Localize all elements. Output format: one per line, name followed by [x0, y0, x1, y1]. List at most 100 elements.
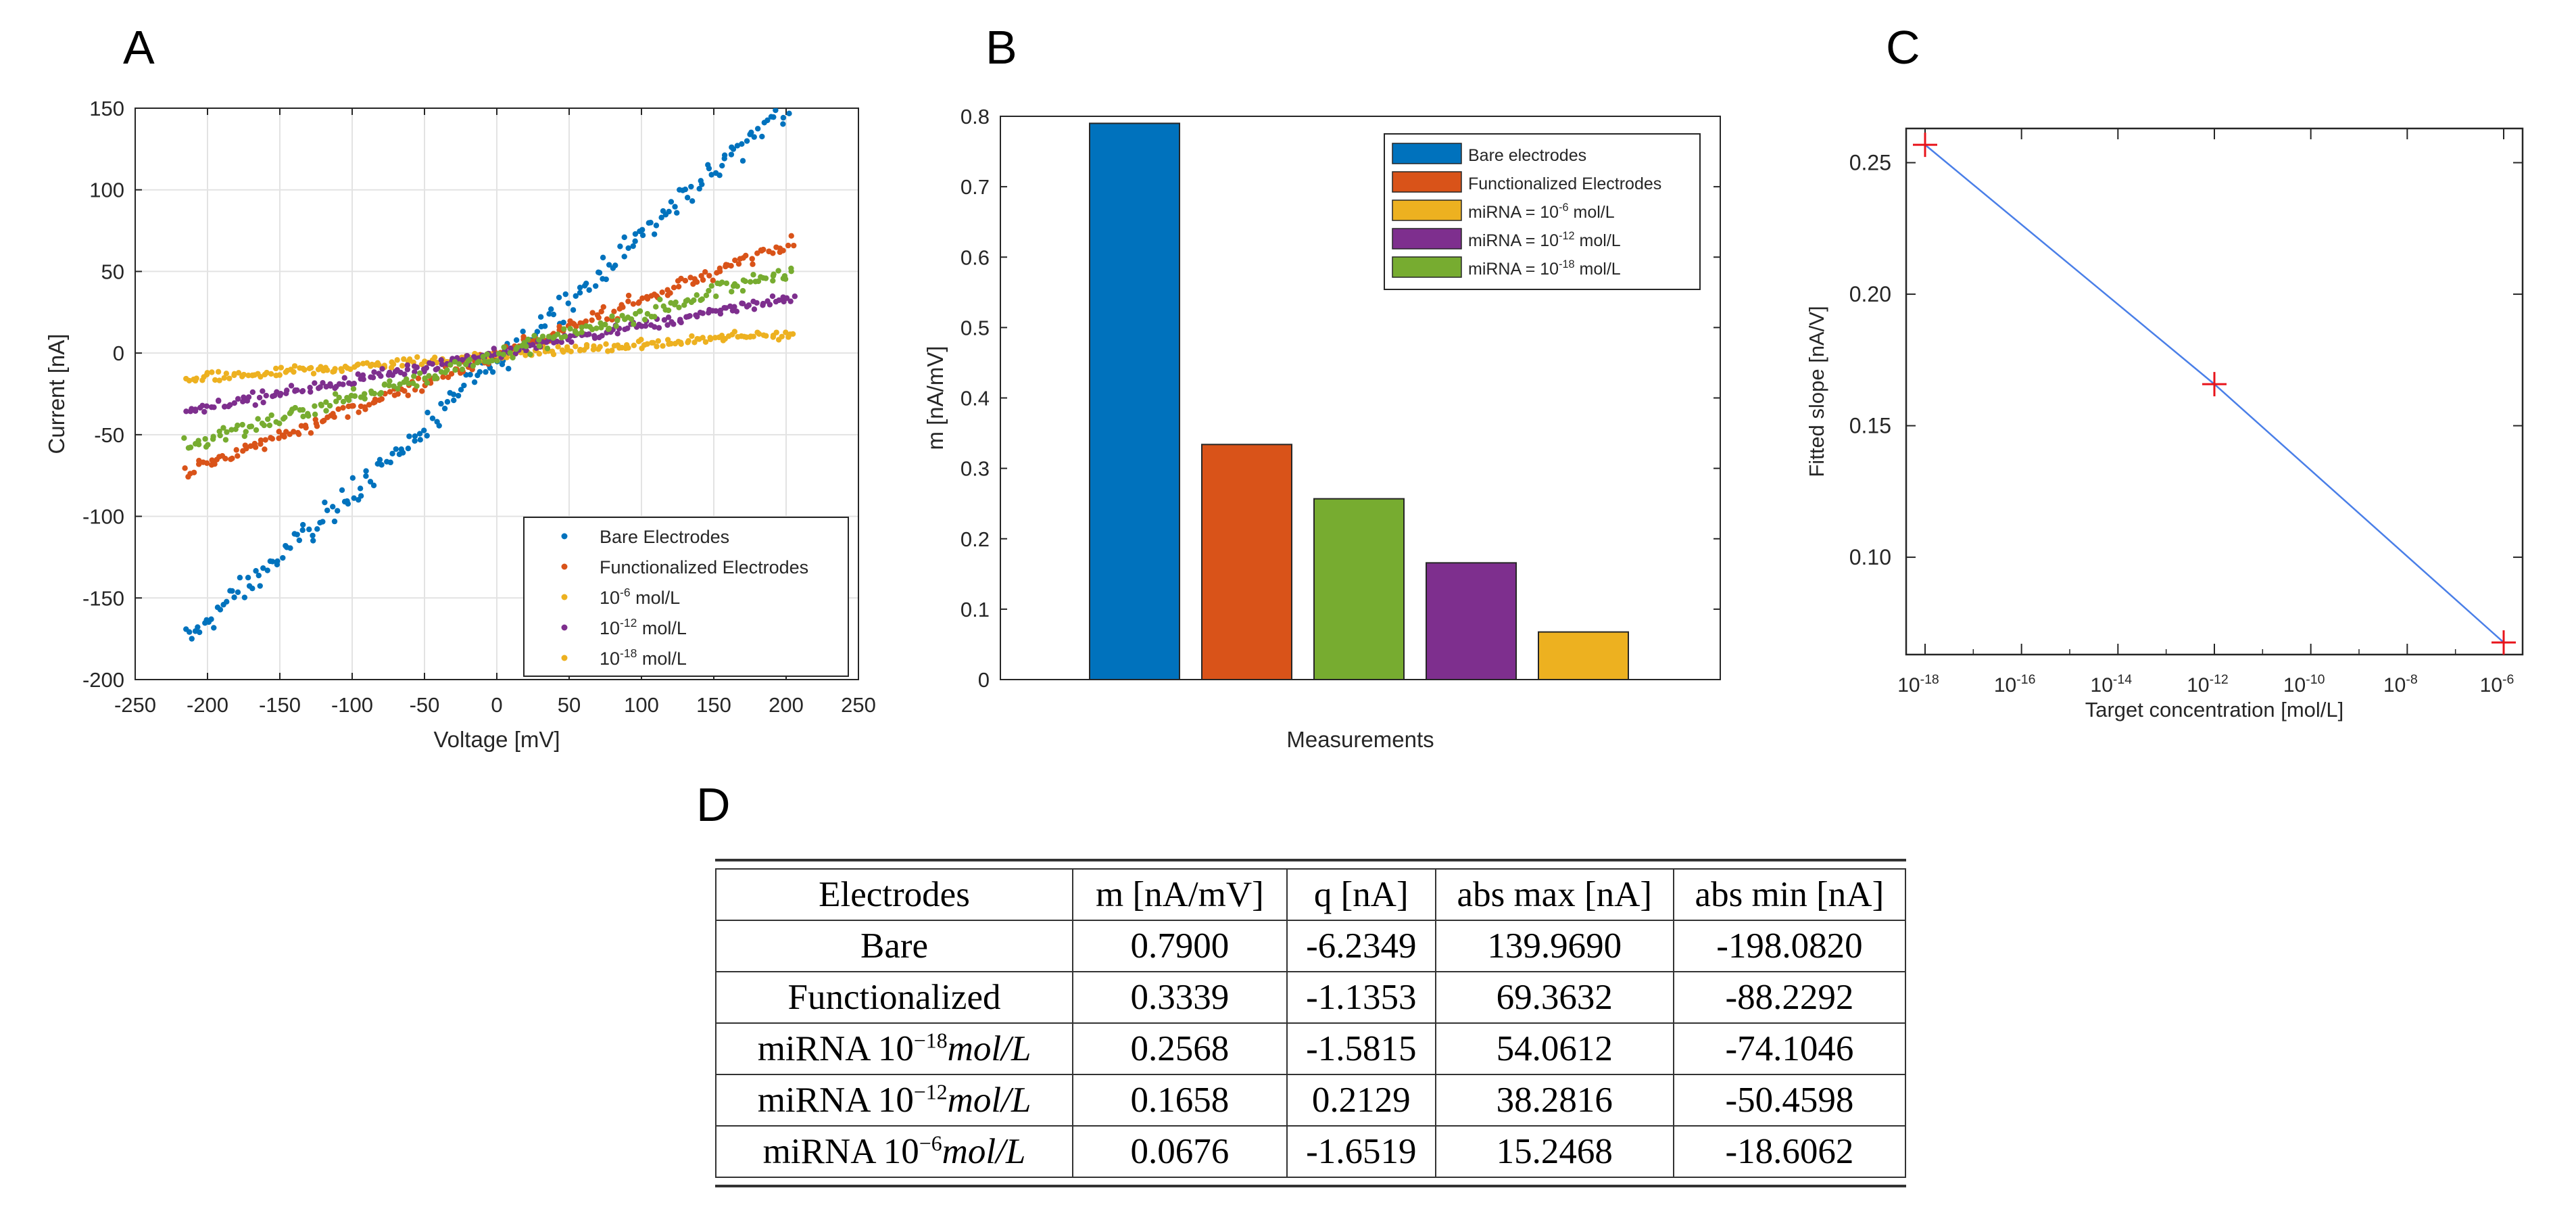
concentration-unit: mol/L [942, 1132, 1026, 1171]
data-point [450, 392, 457, 398]
data-point [255, 416, 261, 422]
electrode-name: Bare [860, 926, 929, 966]
data-point [362, 396, 368, 402]
data-point [494, 358, 500, 364]
data-point [208, 616, 214, 622]
data-point [323, 408, 329, 414]
data-point [614, 317, 621, 324]
data-point [433, 360, 440, 366]
y-tick-label: 0 [978, 668, 990, 692]
y-tick-label: -100 [82, 505, 124, 529]
data-point [750, 261, 756, 267]
data-point [204, 370, 210, 376]
x-tick-label: -150 [259, 693, 301, 717]
data-point [189, 636, 195, 642]
data-point [222, 437, 229, 443]
data-point [244, 398, 250, 404]
data-point [770, 250, 776, 256]
data-point [653, 222, 660, 229]
data-point [534, 329, 541, 335]
data-point [341, 375, 347, 381]
data-point [280, 554, 286, 561]
table-bottom-rule [715, 1178, 1906, 1187]
data-point [568, 339, 575, 346]
data-point [262, 437, 268, 443]
data-point [657, 296, 663, 303]
data-point [467, 371, 473, 378]
data-point [372, 396, 379, 402]
x-tick-label: 200 [769, 693, 804, 717]
data-point [367, 479, 374, 485]
data-point [404, 376, 410, 382]
legend-marker [561, 533, 568, 540]
data-point [770, 273, 777, 279]
data-point [356, 409, 362, 415]
legend-entry: miRNA = 10-12 mol/L [1468, 230, 1621, 250]
data-point [742, 278, 748, 285]
data-point [733, 308, 740, 314]
cell-max: 69.3632 [1434, 971, 1674, 1024]
cell-min: -74.1046 [1672, 1022, 1907, 1075]
data-point [694, 292, 700, 298]
data-point [268, 371, 274, 377]
data-point [617, 243, 623, 250]
data-point [363, 468, 369, 474]
data-point [570, 307, 577, 313]
data-point [193, 375, 199, 381]
data-point [412, 433, 418, 440]
legend-marker [561, 594, 568, 600]
data-point [209, 369, 215, 375]
data-point [630, 321, 637, 327]
data-point [600, 254, 606, 261]
data-point [591, 343, 597, 350]
data-point [536, 351, 542, 357]
data-point [298, 423, 305, 429]
data-point [536, 337, 542, 343]
header-abs-max: abs max [nA] [1434, 868, 1674, 921]
data-point [406, 380, 412, 387]
data-point [233, 447, 239, 453]
data-point [780, 247, 786, 254]
data-point [604, 316, 610, 323]
cell-m: 0.1658 [1072, 1074, 1288, 1127]
x-tick-label: 10-18 [1897, 672, 1939, 696]
cell-electrode: miRNA 10−12mol/L [715, 1074, 1073, 1127]
data-point [694, 279, 700, 285]
data-point [381, 381, 388, 388]
data-point [544, 346, 551, 352]
data-point [754, 300, 760, 306]
data-point [700, 277, 706, 283]
data-point [644, 341, 650, 347]
data-point [759, 133, 765, 140]
data-point [791, 242, 797, 249]
legend-marker [561, 624, 568, 631]
x-tick-label: -50 [410, 693, 440, 717]
header-electrodes: Electrodes [715, 868, 1073, 921]
data-point [423, 364, 430, 371]
data-point [241, 371, 247, 378]
cell-min: -198.0820 [1672, 920, 1907, 972]
data-point [746, 302, 752, 308]
data-point [655, 338, 661, 344]
legend-swatch [1392, 171, 1462, 193]
data-point [310, 532, 316, 539]
data-point [332, 391, 339, 397]
axes-box-a [135, 108, 859, 680]
data-point [477, 369, 483, 375]
x-tick-label: 10-10 [2283, 672, 2325, 696]
data-point [500, 352, 507, 358]
data-point [258, 373, 264, 380]
data-point [429, 361, 435, 367]
data-point [510, 354, 516, 361]
data-point [734, 283, 740, 289]
y-axis-label: Fitted slope [nA/V] [1805, 306, 1828, 477]
y-tick-label: 0.20 [1849, 282, 1891, 306]
data-point [439, 361, 445, 367]
data-point [666, 208, 672, 215]
data-point [312, 411, 318, 417]
data-point [235, 453, 241, 459]
data-point [205, 442, 211, 448]
data-point [370, 375, 376, 381]
data-point [648, 220, 654, 226]
y-tick-label: -200 [82, 668, 124, 692]
